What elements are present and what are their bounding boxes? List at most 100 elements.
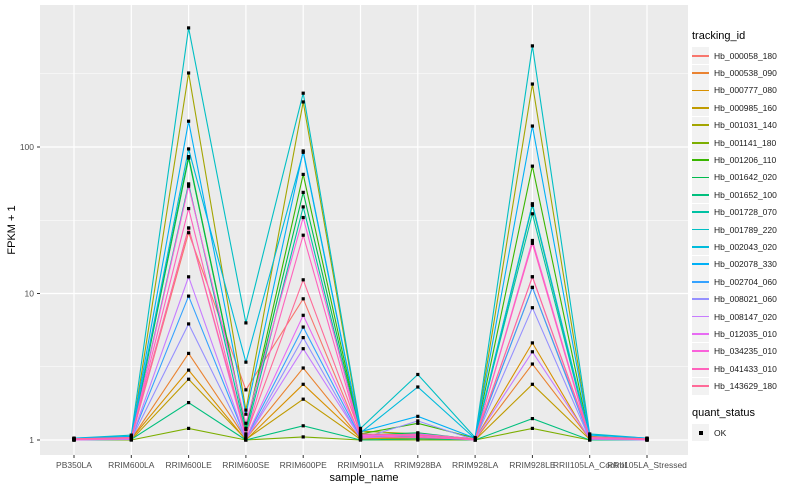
legend-entry-Hb_001652_100: Hb_001652_100 <box>692 186 798 204</box>
legend-entry-label: OK <box>714 427 727 438</box>
data-point <box>301 397 305 401</box>
data-point <box>187 119 191 123</box>
legend-entry-Hb_000777_080: Hb_000777_080 <box>692 81 798 99</box>
data-point <box>301 297 305 301</box>
legend-entry-label: Hb_143629_180 <box>714 381 777 392</box>
legend-entry-Hb_041433_010: Hb_041433_010 <box>692 360 798 378</box>
legend-entry-Hb_008021_060: Hb_008021_060 <box>692 290 798 308</box>
data-point <box>187 368 191 372</box>
data-point <box>301 190 305 194</box>
data-point <box>358 435 363 439</box>
data-point <box>301 278 305 282</box>
legend-entry-Hb_000538_090: Hb_000538_090 <box>692 64 798 82</box>
legend-entry-Hb_008147_020: Hb_008147_020 <box>692 308 798 326</box>
y-tick-label: 10 <box>25 289 35 299</box>
legend-key <box>692 325 709 343</box>
legend-key <box>692 424 709 441</box>
x-tick-label: RRIM928LE <box>509 460 556 470</box>
data-point <box>187 71 191 75</box>
legend-key <box>692 99 709 117</box>
data-point <box>244 435 248 439</box>
data-point <box>301 435 305 439</box>
legend-key <box>692 47 709 65</box>
legend-entry-Hb_002043_020: Hb_002043_020 <box>692 238 798 256</box>
legend-entry-label: Hb_001642_020 <box>714 172 777 183</box>
data-point <box>416 435 420 440</box>
data-point <box>301 215 305 220</box>
data-point <box>301 336 305 340</box>
legend-entry-Hb_001031_140: Hb_001031_140 <box>692 116 798 134</box>
data-point <box>416 372 420 377</box>
data-point <box>187 147 191 151</box>
data-point <box>530 82 534 86</box>
data-point <box>530 212 534 216</box>
data-point <box>416 385 420 389</box>
legend-entry-label: Hb_002078_330 <box>714 259 777 270</box>
line-swatch-icon <box>692 54 709 57</box>
data-point <box>301 172 305 177</box>
x-tick-label: RRIM600SE <box>222 460 270 470</box>
point-marker-icon <box>698 430 703 435</box>
data-point <box>530 416 534 421</box>
data-point <box>187 351 191 356</box>
legend: tracking_id Hb_000058_180 Hb_000538_090 Hb… <box>692 30 798 441</box>
legend-key <box>692 255 709 273</box>
data-point <box>187 182 191 186</box>
legend-key <box>692 168 709 186</box>
legend-entry-label: Hb_012035_010 <box>714 328 777 339</box>
data-point <box>530 382 534 386</box>
legend-entry-ok: OK <box>692 424 798 441</box>
data-point <box>358 430 363 434</box>
data-point <box>645 437 649 441</box>
data-point <box>187 377 191 381</box>
legend-entry-label: Hb_000538_090 <box>714 68 777 79</box>
data-point <box>416 419 420 423</box>
legend-entry-label: Hb_008021_060 <box>714 294 777 305</box>
line-swatch-icon <box>692 280 709 283</box>
legend-entry-label: Hb_000058_180 <box>714 50 777 61</box>
data-point <box>530 362 534 366</box>
data-point <box>244 433 248 437</box>
data-point <box>588 435 592 439</box>
line-swatch-icon <box>692 333 709 335</box>
line-swatch-icon <box>692 350 709 353</box>
data-point <box>244 360 248 364</box>
data-point <box>244 408 248 412</box>
data-point <box>187 184 191 188</box>
x-tick-label: RRIM928LA <box>452 460 499 470</box>
data-point <box>301 325 305 329</box>
data-point <box>187 226 191 230</box>
legend-key <box>692 238 709 256</box>
legend-key <box>692 290 709 308</box>
data-point <box>530 341 534 345</box>
legend-key <box>692 342 709 360</box>
data-point <box>588 437 592 441</box>
data-point <box>187 401 191 405</box>
data-point <box>530 285 534 290</box>
data-point <box>416 433 420 437</box>
legend-entry-label: Hb_001206_110 <box>714 155 777 166</box>
line-swatch-icon <box>692 228 709 231</box>
legend-key <box>692 81 709 99</box>
line-swatch-icon <box>692 193 709 196</box>
data-point <box>530 275 534 279</box>
legend-entry-label: Hb_041433_010 <box>714 363 777 374</box>
legend-title-tracking-id: tracking_id <box>692 30 746 42</box>
x-tick-label: RRIM600PE <box>280 460 328 470</box>
line-swatch-icon <box>692 89 709 92</box>
data-point <box>301 233 305 237</box>
legend-key <box>692 273 709 291</box>
data-point <box>187 294 191 298</box>
x-tick-label: RRIM928BA <box>394 460 442 470</box>
data-point <box>187 426 191 430</box>
data-point <box>301 347 305 351</box>
legend-entry-label: Hb_001728_070 <box>714 207 777 218</box>
x-tick-label: RRII105LA_Stressed <box>607 460 687 470</box>
legend-entry-label: Hb_002704_060 <box>714 276 777 287</box>
y-tick-label: 1 <box>29 435 34 445</box>
data-point <box>187 322 191 326</box>
legend-entry-Hb_143629_180: Hb_143629_180 <box>692 377 798 395</box>
data-point <box>530 44 534 48</box>
data-point <box>358 432 363 436</box>
legend-key <box>692 377 709 395</box>
